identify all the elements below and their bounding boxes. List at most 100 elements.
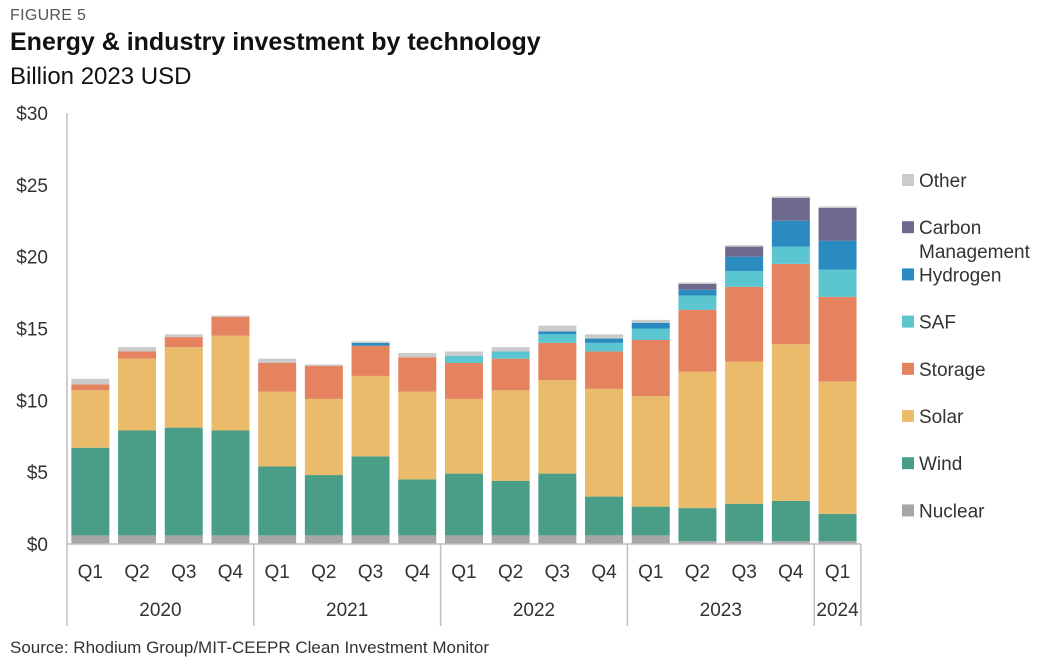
y-tick-label: $5: [27, 463, 48, 484]
bar-segment-saf: [631, 328, 670, 340]
bar-segment-saf: [771, 246, 810, 264]
bar-segment-hydrogen: [771, 220, 810, 247]
bar-segment-solar: [491, 390, 530, 481]
bar-segment-storage: [678, 309, 717, 372]
x-tick-label: Q2: [124, 562, 149, 583]
x-tick-label: Q4: [218, 562, 244, 583]
bar-segment-wind: [71, 447, 110, 536]
legend-label: SAF: [919, 313, 956, 334]
bar-segment-wind: [725, 503, 764, 542]
bar-segment-nuclear: [118, 535, 157, 544]
bar-segment-nuclear: [304, 535, 343, 544]
bar-segment-nuclear: [211, 535, 250, 544]
bar-segment-other: [631, 319, 670, 323]
bar-segment-nuclear: [818, 541, 857, 544]
x-tick-label: Q3: [545, 562, 570, 583]
bar-segment-nuclear: [725, 541, 764, 544]
bar-segment-other: [351, 341, 390, 343]
bar-segment-solar: [164, 347, 203, 428]
legend-label: Storage: [919, 360, 986, 381]
bar-segment-carbon-management: [771, 197, 810, 221]
bar-segment-nuclear: [631, 535, 670, 544]
bar-segment-carbon-management: [678, 283, 717, 290]
bar-segment-storage: [164, 337, 203, 348]
legend-swatch: [902, 268, 914, 281]
bar-segment-nuclear: [444, 535, 483, 544]
bar-segment-other: [818, 206, 857, 208]
bar-segment-carbon-management: [725, 246, 764, 257]
bar-segment-storage: [444, 362, 483, 399]
figure-label: FIGURE 5: [10, 7, 87, 24]
legend-swatch: [902, 221, 914, 234]
bar-segment-carbon-management: [818, 207, 857, 241]
bar-segment-saf: [491, 351, 530, 359]
bar-segment-solar: [444, 398, 483, 474]
legend-swatch: [902, 174, 914, 186]
year-group-label: 2024: [816, 600, 859, 621]
x-tick-label: Q3: [358, 562, 383, 583]
chart-subtitle: Billion 2023 USD: [10, 63, 192, 90]
bar-segment-wind: [398, 479, 437, 536]
bar-segment-wind: [818, 513, 857, 542]
bar-segment-wind: [491, 480, 530, 536]
bar-segment-other: [585, 334, 624, 339]
bar-segment-storage: [398, 357, 437, 392]
bar-segment-solar: [678, 371, 717, 509]
bar-segment-nuclear: [351, 535, 390, 544]
bar-segment-wind: [585, 496, 624, 536]
year-group-label: 2023: [700, 600, 742, 621]
bar-segment-nuclear: [585, 535, 624, 544]
year-group-label: 2022: [513, 600, 555, 621]
y-tick-label: $10: [16, 391, 48, 412]
bar-segment-nuclear: [398, 535, 437, 544]
bar-segment-storage: [258, 362, 297, 392]
bar-segment-other: [258, 358, 297, 363]
bar-segment-other: [398, 352, 437, 358]
chart-title: Energy & industry investment by technolo…: [10, 28, 541, 56]
x-tick-label: Q1: [825, 562, 850, 583]
bar-segment-solar: [725, 361, 764, 504]
legend-label: Carbon: [919, 218, 981, 239]
bar-segment-other: [444, 351, 483, 356]
bar-segment-storage: [211, 317, 250, 336]
bar-segment-saf: [725, 271, 764, 287]
x-tick-label: Q1: [264, 562, 289, 583]
legend-swatch: [902, 504, 914, 517]
bar-segment-hydrogen: [585, 338, 624, 343]
bar-segment-storage: [771, 263, 810, 345]
bar-segment-solar: [304, 398, 343, 476]
bar-segment-other: [164, 334, 203, 338]
bar-segment-wind: [164, 427, 203, 536]
bar-segment-wind: [771, 500, 810, 542]
bar-segment-nuclear: [491, 535, 530, 544]
bar-segment-hydrogen: [818, 240, 857, 270]
legend-swatch: [902, 457, 914, 470]
bar-segment-hydrogen: [725, 256, 764, 272]
y-tick-label: $0: [27, 535, 48, 556]
bar-segment-other: [71, 378, 110, 385]
bar-segment-storage: [725, 286, 764, 362]
bar-segment-other: [771, 196, 810, 198]
legend-swatch: [902, 362, 914, 375]
bar-segment-wind: [351, 456, 390, 536]
bar-segment-wind: [678, 508, 717, 542]
y-tick-label: $25: [16, 176, 48, 197]
bar-segment-nuclear: [258, 535, 297, 544]
bar-segment-storage: [538, 342, 577, 381]
bar-segment-nuclear: [771, 541, 810, 544]
x-tick-label: Q2: [311, 562, 336, 583]
bar-segment-other: [678, 282, 717, 284]
bar-segment-storage: [118, 351, 157, 359]
bar-segment-solar: [211, 335, 250, 431]
bar-segment-wind: [211, 430, 250, 536]
legend-label: Nuclear: [919, 501, 985, 522]
y-tick-label: $15: [16, 320, 48, 341]
bar-segment-wind: [631, 506, 670, 536]
year-group-label: 2020: [139, 600, 181, 621]
bar-segment-solar: [258, 391, 297, 467]
bar-segment-other: [304, 364, 343, 366]
bar-segment-storage: [304, 365, 343, 399]
bar-segment-other: [538, 325, 577, 332]
bar-segment-nuclear: [678, 541, 717, 544]
bar-segment-other: [118, 347, 157, 352]
